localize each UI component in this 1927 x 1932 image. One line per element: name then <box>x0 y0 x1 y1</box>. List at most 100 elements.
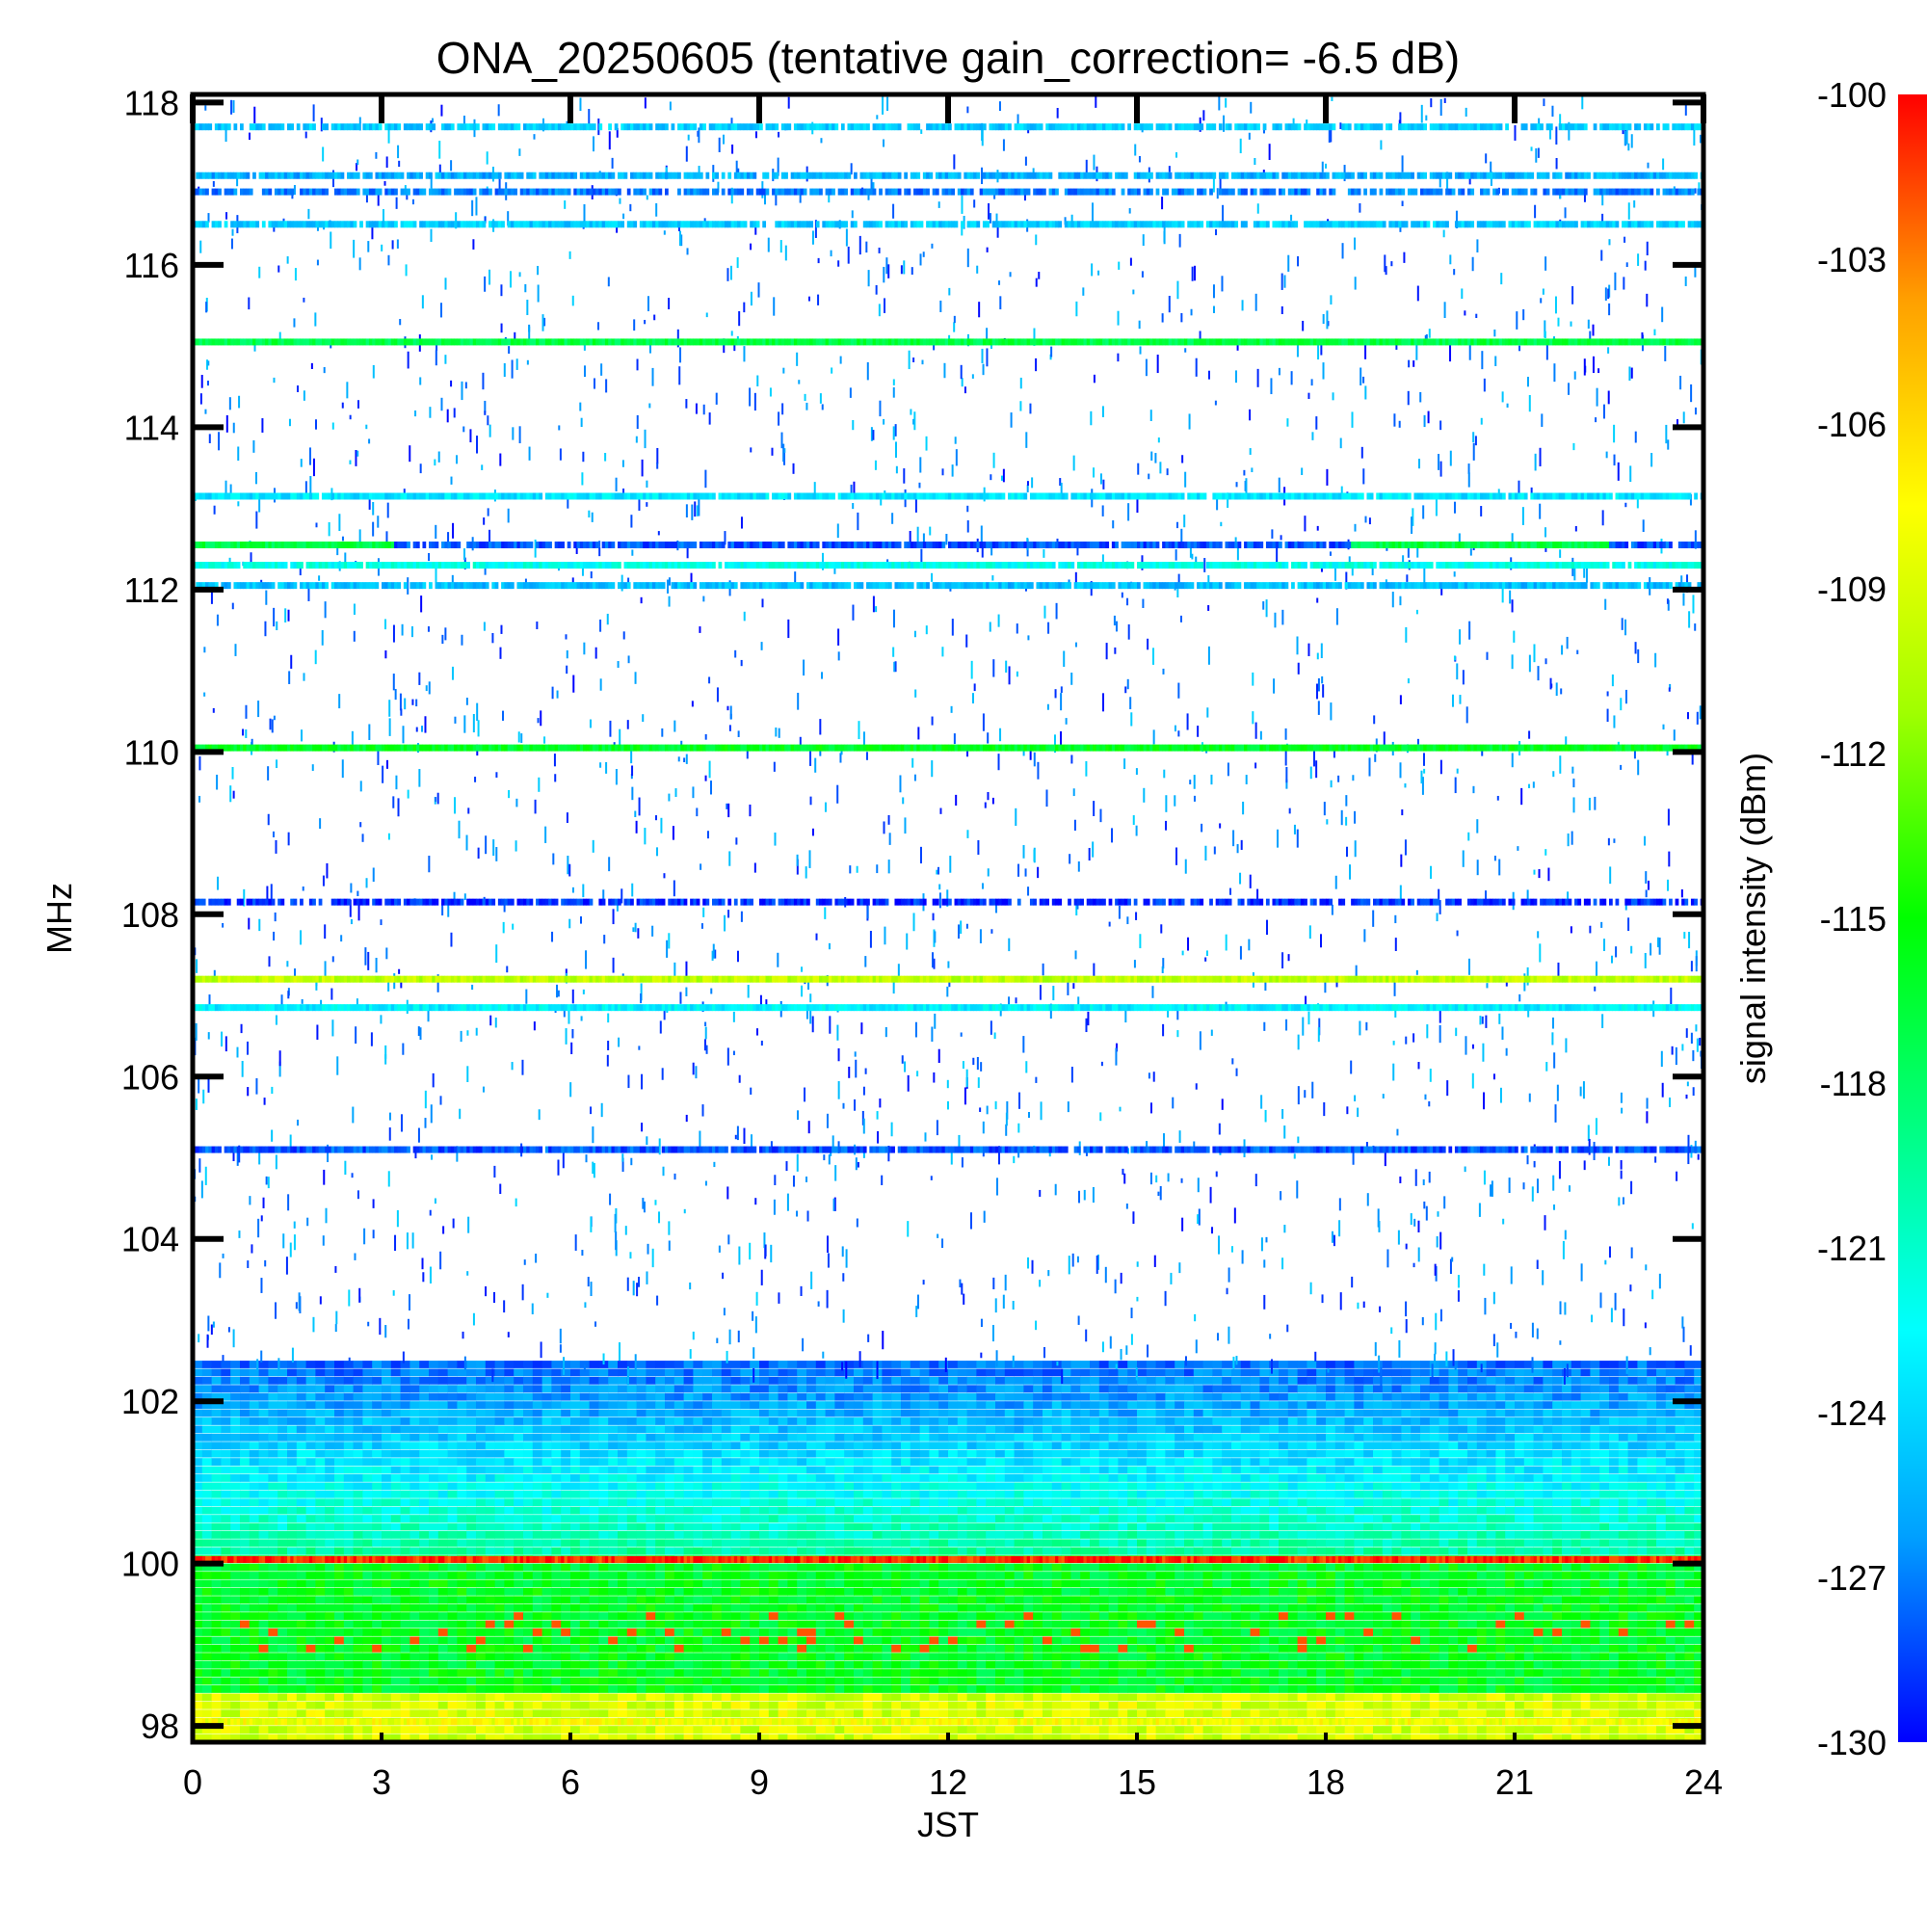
heatmap-cell <box>258 1482 269 1491</box>
heatmap-cell <box>390 1515 401 1522</box>
heatmap-cell <box>1307 1547 1317 1555</box>
heatmap-cell <box>1665 1669 1676 1678</box>
heatmap-cell <box>929 1506 939 1515</box>
heatmap-cell <box>1080 1693 1091 1702</box>
heatmap-cell <box>1297 1653 1307 1661</box>
heatmap-cell <box>1675 1644 1685 1653</box>
heatmap-cell <box>305 1726 316 1734</box>
heatmap-cell <box>1495 1572 1506 1579</box>
heatmap-cell <box>778 1701 788 1709</box>
heatmap-cell <box>1382 1734 1392 1742</box>
heatmap-cell <box>390 1563 401 1572</box>
heatmap-cell <box>948 1539 959 1548</box>
heatmap-cell <box>258 1677 269 1685</box>
heatmap-cell <box>844 1506 855 1515</box>
heatmap-cell <box>1571 1515 1581 1522</box>
heatmap-cell <box>258 1693 269 1702</box>
heatmap-cell <box>1533 1653 1544 1661</box>
heatmap-cell <box>1326 1563 1336 1572</box>
heatmap-cell <box>1420 1628 1431 1636</box>
heatmap-cell <box>523 1539 534 1548</box>
heatmap-cell <box>305 1669 316 1678</box>
heatmap-cell <box>514 1579 524 1588</box>
heatmap-cell <box>485 1636 495 1645</box>
heatmap-cell <box>806 1734 817 1742</box>
heatmap-cell <box>966 1636 977 1645</box>
heatmap-cell <box>589 1490 599 1498</box>
heatmap-cell <box>1108 1579 1119 1588</box>
heatmap-cell <box>901 1734 911 1742</box>
heatmap-cell <box>1618 1579 1628 1588</box>
heatmap-cell <box>1193 1660 1203 1669</box>
heatmap-cell <box>1675 1734 1685 1742</box>
heatmap-cell <box>815 1522 826 1531</box>
heatmap-cell <box>844 1515 855 1522</box>
heatmap-cell <box>296 1603 306 1612</box>
heatmap-cell <box>249 1530 259 1539</box>
heatmap-cell <box>343 1515 354 1522</box>
heatmap-cell <box>589 1563 599 1572</box>
heatmap-cell <box>334 1603 345 1612</box>
heatmap-cell <box>1580 1636 1591 1645</box>
heatmap-cell <box>891 1726 902 1734</box>
heatmap-cell <box>1127 1596 1138 1604</box>
heatmap-cell <box>1495 1522 1506 1531</box>
heatmap-cell <box>1098 1572 1109 1579</box>
heatmap-cell <box>476 1628 487 1636</box>
heatmap-cell <box>1051 1669 1062 1678</box>
heatmap-cell <box>589 1530 599 1539</box>
heatmap-cell <box>343 1596 354 1604</box>
heatmap-cell <box>1070 1693 1081 1702</box>
heatmap-cell <box>1240 1498 1251 1507</box>
heatmap-cell <box>240 1506 251 1515</box>
heatmap-cell <box>1694 1506 1703 1515</box>
heatmap-cell <box>1307 1539 1317 1548</box>
heatmap-cell <box>995 1636 1006 1645</box>
heatmap-cell <box>1571 1587 1581 1596</box>
heatmap-cell <box>797 1530 807 1539</box>
heatmap-cell <box>1448 1660 1459 1669</box>
heatmap-cell <box>1090 1539 1100 1548</box>
heatmap-cell <box>1051 1709 1062 1718</box>
heatmap-cell <box>626 1620 637 1628</box>
heatmap-cell <box>1420 1572 1431 1579</box>
heatmap-cell <box>1279 1490 1289 1498</box>
heatmap-cell <box>1287 1490 1298 1498</box>
heatmap-cell <box>201 1660 212 1669</box>
heatmap-cell <box>1175 1490 1185 1498</box>
heatmap-cell <box>1448 1612 1459 1621</box>
heatmap-cell <box>1127 1628 1138 1636</box>
heatmap-cell <box>1382 1693 1392 1702</box>
heatmap-cell <box>1523 1572 1534 1579</box>
heatmap-cell <box>655 1572 666 1579</box>
heatmap-cell <box>1562 1726 1572 1734</box>
heatmap-cell <box>1363 1522 1374 1531</box>
heatmap-cell <box>966 1734 977 1742</box>
heatmap-cell <box>457 1636 467 1645</box>
heatmap-cell <box>626 1490 637 1498</box>
heatmap-cell <box>759 1587 770 1596</box>
heatmap-cell <box>787 1563 798 1572</box>
heatmap-cell <box>343 1653 354 1661</box>
heatmap-cell <box>523 1482 534 1491</box>
heatmap-cell <box>882 1669 892 1678</box>
heatmap-cell <box>1202 1587 1213 1596</box>
heatmap-cell <box>1023 1669 1034 1678</box>
heatmap-cell <box>514 1612 524 1621</box>
heatmap-cell <box>1373 1530 1384 1539</box>
heatmap-cell <box>966 1653 977 1661</box>
heatmap-cell <box>995 1587 1006 1596</box>
heatmap-cell <box>466 1734 477 1742</box>
heatmap-cell <box>1297 1515 1307 1522</box>
heatmap-cell <box>891 1563 902 1572</box>
heatmap-cell <box>343 1482 354 1491</box>
heatmap-cell <box>447 1530 458 1539</box>
heatmap-cell <box>1656 1644 1667 1653</box>
heatmap-cell <box>589 1660 599 1669</box>
heatmap-cell <box>579 1693 590 1702</box>
heatmap-cell <box>193 1660 203 1669</box>
heatmap-cell <box>1080 1685 1091 1693</box>
heatmap-cell <box>730 1572 741 1579</box>
heatmap-cell <box>862 1685 873 1693</box>
heatmap-cell <box>693 1701 703 1709</box>
